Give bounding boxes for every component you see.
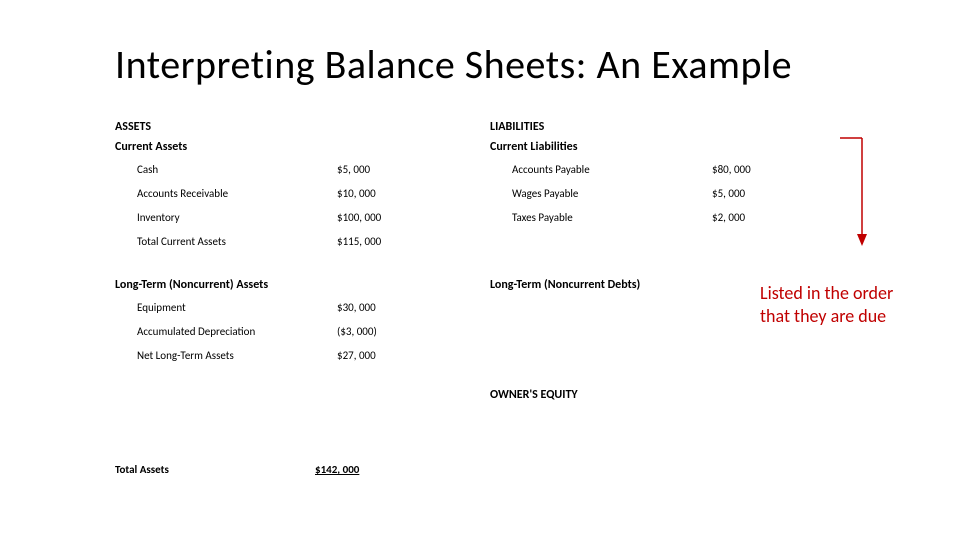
current-liabilities-heading: Current Liabilities	[490, 140, 830, 154]
asset-value: $115, 000	[337, 230, 417, 254]
asset-value: $30, 000	[337, 296, 417, 320]
total-assets-value: $142, 000	[315, 458, 395, 482]
asset-row: Cash $5, 000	[115, 158, 475, 182]
slide: Interpreting Balance Sheets: An Example …	[0, 0, 960, 540]
liability-row: Wages Payable $5, 000	[490, 182, 830, 206]
asset-label: Inventory	[115, 206, 337, 230]
asset-value: $27, 000	[337, 344, 417, 368]
liability-value: $80, 000	[712, 158, 792, 182]
liabilities-column: LIABILITIES Current Liabilities Accounts…	[490, 120, 830, 406]
total-assets-label: Total Assets	[115, 458, 315, 482]
liability-label: Wages Payable	[490, 182, 712, 206]
asset-label: Total Current Assets	[115, 230, 337, 254]
asset-value: $100, 000	[337, 206, 417, 230]
assets-heading: ASSETS	[115, 120, 475, 134]
current-assets-heading: Current Assets	[115, 140, 475, 154]
annotation-arrow	[840, 136, 880, 256]
liability-row: Taxes Payable $2, 000	[490, 206, 830, 230]
asset-value: $5, 000	[337, 158, 417, 182]
asset-label: Cash	[115, 158, 337, 182]
liabilities-heading: LIABILITIES	[490, 120, 830, 134]
asset-row: Net Long-Term Assets $27, 000	[115, 344, 475, 368]
liability-value: $5, 000	[712, 182, 792, 206]
owners-equity-heading: OWNER'S EQUITY	[490, 388, 830, 402]
asset-label: Accounts Receivable	[115, 182, 337, 206]
total-assets-row: Total Assets $142, 000	[115, 458, 475, 482]
asset-row: Total Current Assets $115, 000	[115, 230, 475, 254]
liability-value: $2, 000	[712, 206, 792, 230]
annotation-text: Listed in the order that they are due	[760, 282, 900, 327]
assets-column: ASSETS Current Assets Cash $5, 000 Accou…	[115, 120, 475, 482]
asset-row: Equipment $30, 000	[115, 296, 475, 320]
asset-value: $10, 000	[337, 182, 417, 206]
liability-row: Accounts Payable $80, 000	[490, 158, 830, 182]
longterm-assets-heading: Long-Term (Noncurrent) Assets	[115, 278, 475, 292]
liability-label: Accounts Payable	[490, 158, 712, 182]
page-title: Interpreting Balance Sheets: An Example	[115, 40, 792, 89]
asset-row: Inventory $100, 000	[115, 206, 475, 230]
liability-label: Taxes Payable	[490, 206, 712, 230]
asset-row: Accounts Receivable $10, 000	[115, 182, 475, 206]
asset-label: Accumulated Depreciation	[115, 320, 337, 344]
asset-value: ($3, 000)	[337, 320, 417, 344]
asset-row: Accumulated Depreciation ($3, 000)	[115, 320, 475, 344]
asset-label: Net Long-Term Assets	[115, 344, 337, 368]
asset-label: Equipment	[115, 296, 337, 320]
